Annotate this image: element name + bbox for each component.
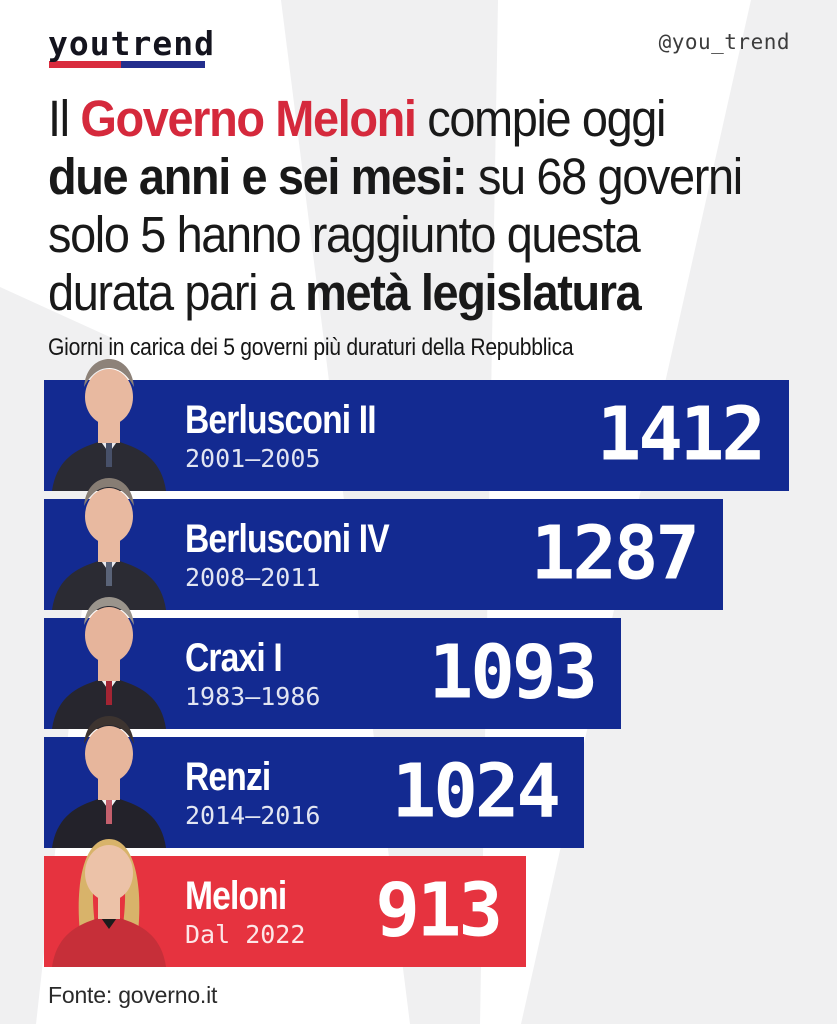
- government-label: Renzi 2014–2016: [185, 756, 320, 830]
- government-label: Berlusconi IV 2008–2011: [185, 518, 428, 592]
- title-line: due anni e sei mesi: su 68 governi: [48, 148, 766, 206]
- days-value: 1287: [530, 509, 700, 596]
- government-name: Meloni: [185, 873, 287, 918]
- title-segment: su 68 governi: [466, 148, 743, 205]
- title-line: solo 5 hanno raggiunto questa: [48, 206, 766, 264]
- government-row: Berlusconi IV 2008–2011 1287: [44, 478, 723, 610]
- bar-chart: Berlusconi II 2001–2005 1412 Berlusconi …: [44, 359, 789, 975]
- government-period: 2014–2016: [185, 800, 321, 830]
- title-segment: durata pari a: [48, 264, 306, 321]
- government-name: Renzi: [185, 754, 271, 799]
- government-period: Dal 2022: [185, 919, 306, 949]
- government-name: Berlusconi II: [185, 397, 377, 442]
- days-value: 913: [375, 866, 503, 953]
- government-name: Berlusconi IV: [185, 516, 390, 561]
- social-handle: @you_trend: [658, 30, 790, 54]
- politician-photo: [52, 359, 166, 491]
- government-period: 2008–2011: [185, 562, 321, 592]
- title-segment: Il: [48, 90, 81, 147]
- government-row: Meloni Dal 2022 913: [44, 839, 526, 967]
- source-note: Fonte: governo.it: [48, 982, 218, 1008]
- politician-photo: [52, 478, 166, 610]
- government-row: Craxi I 1983–1986 1093: [44, 597, 621, 729]
- title-line: Il Governo Meloni compie oggi: [48, 90, 766, 148]
- government-row: Renzi 2014–2016 1024: [44, 716, 584, 848]
- government-period: 1983–1986: [185, 681, 321, 711]
- government-name: Craxi I: [185, 635, 283, 680]
- politician-photo: [52, 716, 166, 848]
- government-row: Berlusconi II 2001–2005 1412: [44, 359, 789, 491]
- logo-underline-blue-segment: [121, 61, 205, 68]
- youtrend-logo-text: youtrend: [48, 24, 215, 63]
- infographic-title: Il Governo Meloni compie oggi due anni e …: [48, 90, 828, 322]
- title-line: durata pari a metà legislatura: [48, 264, 766, 322]
- title-segment: solo 5 hanno raggiunto questa: [48, 206, 641, 263]
- youtrend-logo: youtrend: [48, 24, 215, 68]
- government-label: Meloni Dal 2022: [185, 875, 306, 949]
- government-label: Berlusconi II 2001–2005: [185, 399, 412, 473]
- days-value: 1093: [428, 628, 598, 715]
- title-segment: Governo Meloni: [80, 90, 417, 147]
- title-segment: due anni e sei mesi:: [48, 148, 468, 205]
- days-value: 1412: [596, 390, 766, 477]
- logo-underline: [49, 61, 205, 68]
- chart-subtitle: Giorni in carica dei 5 governi più durat…: [48, 334, 574, 361]
- title-segment: metà legislatura: [305, 264, 642, 321]
- politician-photo: [52, 597, 166, 729]
- politician-photo: [52, 839, 166, 967]
- government-label: Craxi I 1983–1986: [185, 637, 320, 711]
- title-segment: compie oggi: [415, 90, 666, 147]
- logo-underline-red-segment: [49, 61, 121, 68]
- days-value: 1024: [391, 747, 561, 834]
- government-period: 2001–2005: [185, 443, 321, 473]
